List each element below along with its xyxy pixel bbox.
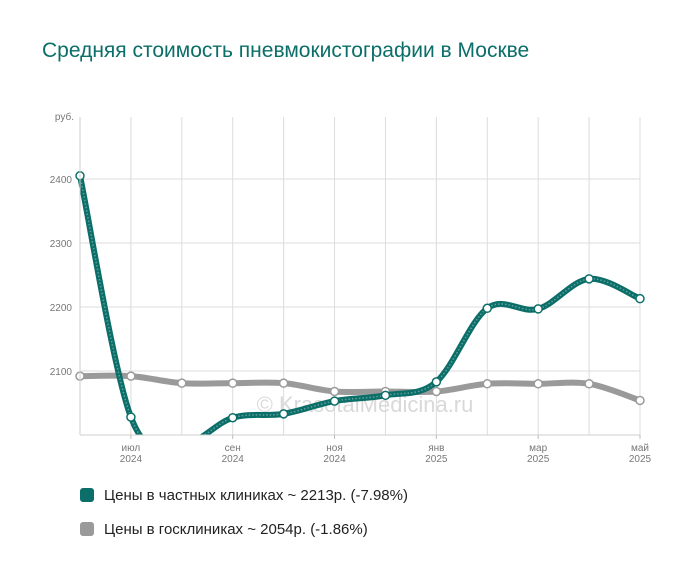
x-tick-label-year: 2025: [527, 454, 550, 465]
legend-label-private: Цены в частных клиниках ~ 2213р. (-7.98%…: [104, 486, 408, 504]
x-tick-label-month: сен: [225, 443, 241, 454]
series-line-hatch: [79, 175, 641, 435]
x-tick-label-year: 2024: [120, 454, 143, 465]
chart-series: [75, 171, 645, 435]
data-point: [431, 386, 442, 397]
x-tick-label-month: мар: [529, 443, 547, 454]
legend-item-public: Цены в госклиниках ~ 2054р. (-1.86%): [80, 519, 368, 539]
x-tick-label-month: июл: [122, 443, 141, 454]
data-point: [278, 378, 289, 388]
x-tick-label-year: 2024: [222, 454, 245, 465]
data-point: [431, 377, 442, 387]
data-point: [227, 412, 238, 423]
series-private: [75, 171, 645, 435]
chart-title: Средняя стоимость пневмокистографии в Мо…: [42, 39, 530, 62]
chart-axes: 2100220023002400руб.июл2024сен2024ноя202…: [50, 111, 652, 465]
x-tick-label-year: 2025: [425, 454, 448, 465]
legend-label-public: Цены в госклиниках ~ 2054р. (-1.86%): [104, 520, 368, 538]
y-tick-label: 2100: [50, 367, 73, 378]
y-axis-label: руб.: [55, 111, 74, 123]
data-point: [584, 274, 594, 284]
data-point: [533, 379, 543, 389]
data-point: [482, 379, 493, 389]
data-point: [329, 396, 340, 406]
x-tick-label-year: 2025: [629, 454, 652, 465]
data-point: [177, 378, 187, 388]
data-point: [126, 371, 136, 381]
data-point: [227, 378, 238, 388]
data-point: [584, 379, 594, 389]
x-tick-label-month: ноя: [326, 443, 343, 454]
legend-item-private: Цены в частных клиниках ~ 2213р. (-7.98%…: [80, 485, 408, 505]
data-point: [380, 390, 391, 401]
data-point: [329, 386, 340, 397]
data-point: [635, 395, 645, 406]
y-tick-label: 2400: [50, 175, 73, 186]
legend-swatch-public: [80, 522, 94, 536]
x-tick-label-month: янв: [428, 443, 444, 454]
data-point: [533, 304, 543, 314]
chart-grid: [79, 117, 641, 435]
x-tick-label-year: 2024: [323, 454, 346, 465]
x-tick-label-month: май: [631, 443, 649, 454]
y-tick-label: 2200: [50, 303, 73, 314]
data-point: [126, 412, 136, 422]
y-tick-label: 2300: [50, 239, 73, 250]
legend-swatch-private: [80, 488, 94, 502]
data-point: [635, 293, 645, 304]
data-point: [278, 409, 289, 419]
data-point: [482, 303, 493, 314]
